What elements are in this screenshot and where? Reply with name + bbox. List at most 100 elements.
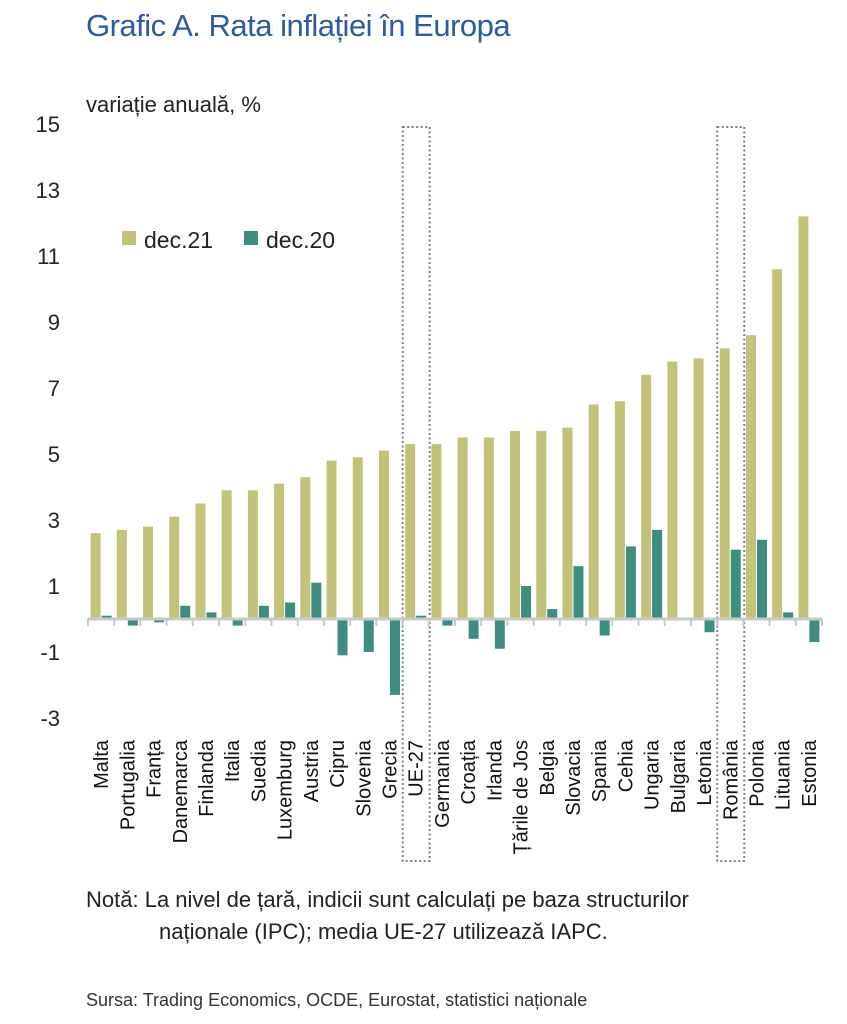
category-label: Finlanda	[196, 739, 218, 817]
bar-dec20	[442, 619, 453, 626]
category-label: Malta	[91, 739, 113, 789]
y-tick-label: 11	[37, 244, 60, 269]
bar-dec21	[562, 427, 573, 619]
bar-dec20	[809, 619, 820, 643]
bar-dec20	[468, 619, 479, 639]
bar-dec20	[756, 539, 767, 619]
category-label: Danemarca	[170, 739, 192, 843]
bar-dec21	[641, 374, 652, 619]
legend-swatch-dec21	[122, 231, 136, 245]
bar-dec21	[719, 348, 730, 619]
note-line-1: La nivel de țară, indicii sunt calculați…	[144, 887, 689, 912]
y-tick-label: 5	[48, 442, 60, 467]
note-line-2: naționale (IPC); media UE-27 utilizează …	[159, 918, 608, 944]
category-label: Ungaria	[642, 739, 664, 810]
bar-dec20	[547, 609, 558, 619]
category-label: Polonia	[746, 739, 768, 807]
category-label: Slovacia	[563, 739, 585, 815]
category-label: România	[720, 739, 742, 820]
bar-dec20	[625, 546, 636, 619]
category-label: Bulgaria	[668, 739, 690, 813]
y-tick-label: 15	[36, 112, 60, 137]
legend-label-dec21: dec.21	[144, 227, 213, 253]
bar-dec20	[573, 566, 584, 619]
bar-dec20	[389, 619, 400, 695]
chart-note: Notă: La nivel de țară, indicii sunt cal…	[86, 884, 836, 948]
bar-dec20	[494, 619, 505, 649]
category-label: Croația	[458, 739, 480, 804]
legend-label-dec20: dec.20	[266, 227, 335, 253]
bar-dec21	[798, 216, 809, 619]
bar-dec21	[169, 516, 180, 619]
inflation-bar-chart: 15 13 11 9 7 5 3 1 -1 -3 Malta Portugalia Franța Dane…	[36, 112, 823, 862]
chart-title: Grafic A. Rata inflației în Europa	[86, 8, 511, 43]
y-tick-label: -1	[40, 640, 60, 665]
bar-dec21	[405, 444, 416, 619]
bar-dec21	[221, 490, 232, 619]
bar-dec21	[143, 526, 154, 619]
category-label: Franța	[144, 739, 166, 798]
bar-dec21	[90, 533, 101, 619]
bar-dec21	[667, 361, 678, 619]
y-axis-label: variație anuală, %	[86, 92, 261, 117]
category-label: Țările de Jos	[511, 740, 533, 855]
category-label: Lituania	[773, 739, 795, 810]
y-tick-label: 13	[36, 178, 60, 203]
bar-dec21	[116, 529, 127, 619]
bar-dec20	[783, 612, 794, 619]
y-tick-label: 3	[48, 508, 60, 533]
bar-dec20	[521, 586, 532, 619]
bar-dec20	[652, 529, 663, 619]
category-label: Letonia	[694, 739, 716, 805]
y-tick-label: 9	[48, 310, 60, 335]
category-label: Irlanda	[484, 739, 506, 801]
bar-dec20	[206, 612, 217, 619]
bar-dec20	[101, 615, 112, 619]
category-label: Italia	[222, 739, 244, 782]
category-label: Spania	[589, 739, 611, 802]
bar-dec20	[180, 605, 191, 619]
bar-dec21	[326, 460, 337, 619]
category-label: UE-27	[406, 740, 428, 797]
category-label: Grecia	[379, 739, 401, 799]
highlight-box-rom-nia	[716, 126, 746, 862]
y-tick-label: 1	[48, 574, 60, 599]
bar-dec20	[127, 619, 138, 626]
bar-dec21	[536, 430, 547, 619]
category-label: Belgia	[537, 739, 559, 795]
bar-dec20	[311, 582, 322, 619]
bar-dec21	[693, 358, 704, 619]
bar-dec21	[772, 269, 783, 619]
bar-dec20	[232, 619, 243, 626]
category-label: Germania	[432, 739, 454, 828]
chart-source: Sursa: Trading Economics, OCDE, Eurostat…	[86, 990, 588, 1010]
bar-dec20	[258, 605, 269, 619]
bar-dec20	[416, 615, 427, 619]
category-label: Cehia	[615, 739, 637, 792]
category-label: Cipru	[327, 740, 349, 788]
note-lead: Notă:	[86, 887, 139, 912]
bar-dec21	[378, 450, 389, 619]
bar-dec20	[154, 619, 165, 623]
bar-dec20	[337, 619, 348, 656]
bar-dec21	[300, 477, 311, 619]
y-tick-label: 7	[48, 376, 60, 401]
bar-dec21	[247, 490, 258, 619]
bar-dec21	[614, 401, 625, 619]
category-label: Estonia	[799, 739, 821, 807]
bar-dec21	[457, 437, 468, 619]
bar-dec21	[483, 437, 494, 619]
category-label: Portugalia	[117, 739, 139, 830]
highlight-box-ue-27	[401, 126, 431, 862]
bar-dec20	[599, 619, 610, 636]
bar-dec21	[195, 503, 206, 619]
category-label: Suedia	[248, 739, 270, 802]
y-tick-label: -3	[40, 706, 60, 731]
legend-swatch-dec20	[244, 231, 258, 245]
category-label: Austria	[301, 739, 323, 802]
bar-dec20	[704, 619, 715, 633]
bar-dec20	[730, 549, 741, 619]
bar-dec21	[745, 335, 756, 619]
category-label: Luxemburg	[275, 740, 297, 840]
bar-dec21	[431, 444, 442, 619]
